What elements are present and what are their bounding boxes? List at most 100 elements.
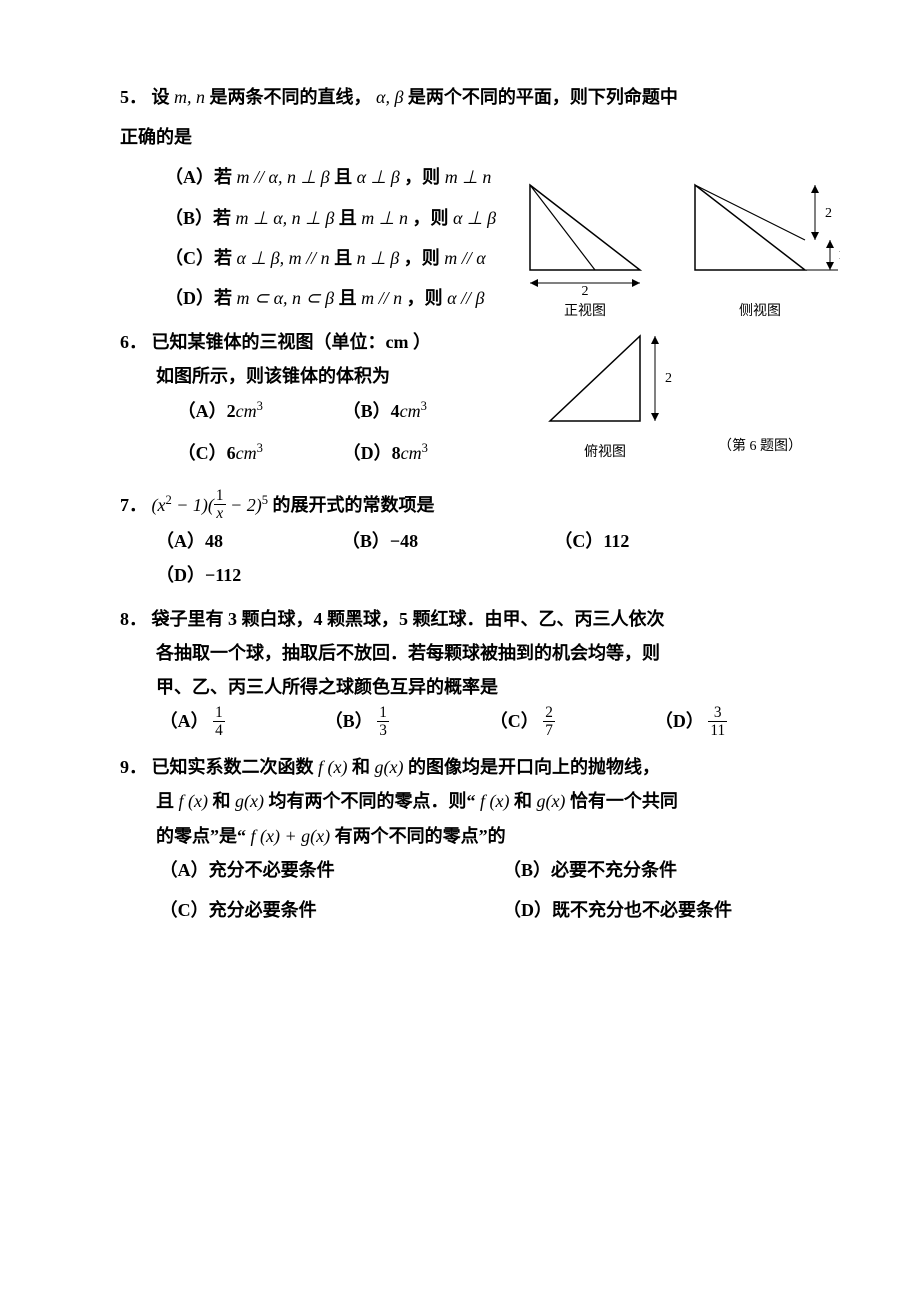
q8-a-frac: 14 (213, 705, 225, 739)
q5-a-and: 且 (334, 167, 357, 187)
q5-text-c: 是两个不同的平面，则下列命题中 (408, 87, 678, 107)
q8-b-frac: 13 (377, 705, 389, 739)
q6-d-unit: cm (401, 443, 422, 463)
q7-options: （A）48 （B）−48 （C）112 (120, 524, 820, 558)
q6-c: （C）6 (178, 443, 236, 463)
q9-l2c: 均有两个不同的零点．则“ (268, 791, 475, 811)
top-dim: 2 (665, 371, 672, 386)
q8-d-frac: 311 (708, 705, 727, 739)
q9-opt-c: （C）充分必要条件 (160, 893, 503, 927)
q9-gx1: g(x) (374, 757, 403, 777)
q6-options: （A）2cm3 （B）4cm3 （C）6cm3 （D）8cm3 (120, 394, 508, 478)
side-view-svg: 2 1 (680, 175, 840, 295)
q9-l3a: 的零点”是“ (156, 826, 246, 846)
front-label: 正视图 (510, 299, 660, 326)
question-9: 9． 已知实系数二次函数 f (x) 和 g(x) 的图像均是开口向上的抛物线，… (120, 750, 820, 933)
q8-opt-a: （A） 14 (160, 704, 325, 740)
q6-a: （A）2 (178, 401, 236, 421)
q5-number: 5． (120, 87, 147, 107)
q6-fig-row-bottom: 2 俯视图 （第 6 题图） (510, 326, 840, 467)
q9-l1c: 的图像均是开口向上的抛物线， (408, 757, 660, 777)
q6-a-unit: cm (236, 401, 257, 421)
q9-options: （A）充分不必要条件 （B）必要不充分条件 （C）充分必要条件 （D）既不充分也… (120, 853, 820, 933)
q6-b: （B）4 (343, 401, 400, 421)
q6-opt-b: （B）4cm3 (343, 394, 508, 428)
q5-a-pre: （A）若 (165, 167, 232, 187)
q5-c-m2: n ⊥ β (357, 248, 400, 268)
q6-c-unit: cm (236, 443, 257, 463)
q9-opt-a: （A）充分不必要条件 (160, 853, 503, 887)
q8-opt-c: （C） 27 (490, 704, 655, 740)
q6-caption: （第 6 题图） (680, 434, 840, 461)
q8-a-label: （A） (160, 711, 209, 731)
q7-frac-den: x (214, 505, 226, 521)
q6-number: 6． (120, 332, 147, 352)
side-dim-1: 1 (838, 248, 840, 263)
q7-frac-num: 1 (214, 488, 226, 505)
q6-d: （D）8 (343, 443, 401, 463)
question-7: 7． (x2 − 1)(1x − 2)5 的展开式的常数项是 （A）48 （B）… (120, 488, 820, 592)
q9-opt-b: （B）必要不充分条件 (503, 853, 820, 887)
q6-side-view: 2 1 侧视图 (680, 175, 840, 326)
q7-opt-b: （B）−48 (342, 524, 554, 558)
q5-text-b: 是两条不同的直线， (210, 87, 372, 107)
q6-caption-cell: （第 6 题图） (680, 430, 840, 467)
q8-l3: 甲、乙、丙三人所得之球颜色互异的概率是 (120, 670, 820, 704)
q9-l2d: 和 (514, 791, 532, 811)
q5-b-m1: m ⊥ α, n ⊥ β (236, 208, 335, 228)
q6-top-view: 2 俯视图 (530, 326, 680, 467)
side-label: 侧视图 (680, 299, 840, 326)
q5-b-conc: α ⊥ β (453, 208, 496, 228)
q8-b-label: （B） (325, 711, 373, 731)
q9-fx2: f (x) (179, 791, 208, 811)
q7-number: 7． (120, 495, 147, 515)
side-dim-2: 2 (825, 206, 832, 221)
q8-l1: 袋子里有 3 颗白球，4 颗黑球，5 颗红球．由甲、乙、丙三人依次 (152, 609, 665, 629)
q9-l1a: 已知实系数二次函数 (152, 757, 314, 777)
q5-b-pre: （B）若 (165, 208, 231, 228)
q9-number: 9． (120, 757, 147, 777)
q9-fx1: f (x) (318, 757, 347, 777)
q7-opt-d: （D）−112 (156, 558, 820, 592)
question-6: 2 正视图 2 1 (120, 325, 820, 478)
q9-sum: f (x) + g(x) (251, 826, 331, 846)
q9-stem-l2: 且 f (x) 和 g(x) 均有两个不同的零点．则“ f (x) 和 g(x)… (120, 784, 820, 818)
q6-figures: 2 正视图 2 1 (510, 175, 840, 466)
top-label: 俯视图 (530, 440, 680, 467)
q9-opt-d: （D）既不充分也不必要条件 (503, 893, 820, 927)
q5-a-then: ，则 (404, 167, 445, 187)
q9-stem-l1: 9． 已知实系数二次函数 f (x) 和 g(x) 的图像均是开口向上的抛物线， (120, 750, 820, 784)
q5-d-conc: α // β (447, 288, 484, 308)
q5-a-conc: m ⊥ n (445, 167, 492, 187)
q8-stem: 8． 袋子里有 3 颗白球，4 颗黑球，5 颗红球．由甲、乙、丙三人依次 (120, 602, 820, 636)
q8-l2: 各抽取一个球，抽取后不放回．若每颗球被抽到的机会均等，则 (120, 636, 820, 670)
q8-number: 8． (120, 609, 147, 629)
q7-frac: 1x (214, 488, 226, 522)
q8-c-frac: 27 (543, 705, 555, 739)
q6-line1: 已知某锥体的三视图（单位：cm ） (152, 332, 431, 352)
q9-l2b: 和 (212, 791, 230, 811)
q9-l1b: 和 (352, 757, 370, 777)
q6-front-view: 2 正视图 (510, 175, 660, 326)
q5-a-m1: m // α, n ⊥ β (237, 167, 330, 187)
q5-b-then: ，则 (412, 208, 453, 228)
q8-c-label: （C） (490, 711, 539, 731)
q7-expr-a: (x2 − 1)( (152, 495, 214, 515)
q7-opt-c: （C）112 (554, 524, 820, 558)
front-dim: 2 (582, 284, 589, 295)
q6-b-unit: cm (400, 401, 421, 421)
q5-c-m1: α ⊥ β, m // n (237, 248, 330, 268)
q8-options: （A） 14 （B） 13 （C） 27 （D） 311 (120, 704, 820, 740)
q5-b-m2: m ⊥ n (361, 208, 408, 228)
q5-d-then: ，则 (407, 288, 448, 308)
q5-d-and: 且 (339, 288, 362, 308)
front-view-svg: 2 (510, 175, 660, 295)
q5-a-m2: α ⊥ β (357, 167, 400, 187)
q5-stem: 5． 设 m, n 是两条不同的直线， α, β 是两个不同的平面，则下列命题中 (120, 80, 820, 114)
q7-expr-c: − 2) (226, 495, 262, 515)
q6-fig-row-top: 2 正视图 2 1 (510, 175, 840, 326)
top-view-svg: 2 (530, 326, 680, 436)
q5-c-conc: m // α (444, 248, 485, 268)
q5-c-and: 且 (334, 248, 357, 268)
q9-l3b: 有两个不同的零点”的 (335, 826, 506, 846)
